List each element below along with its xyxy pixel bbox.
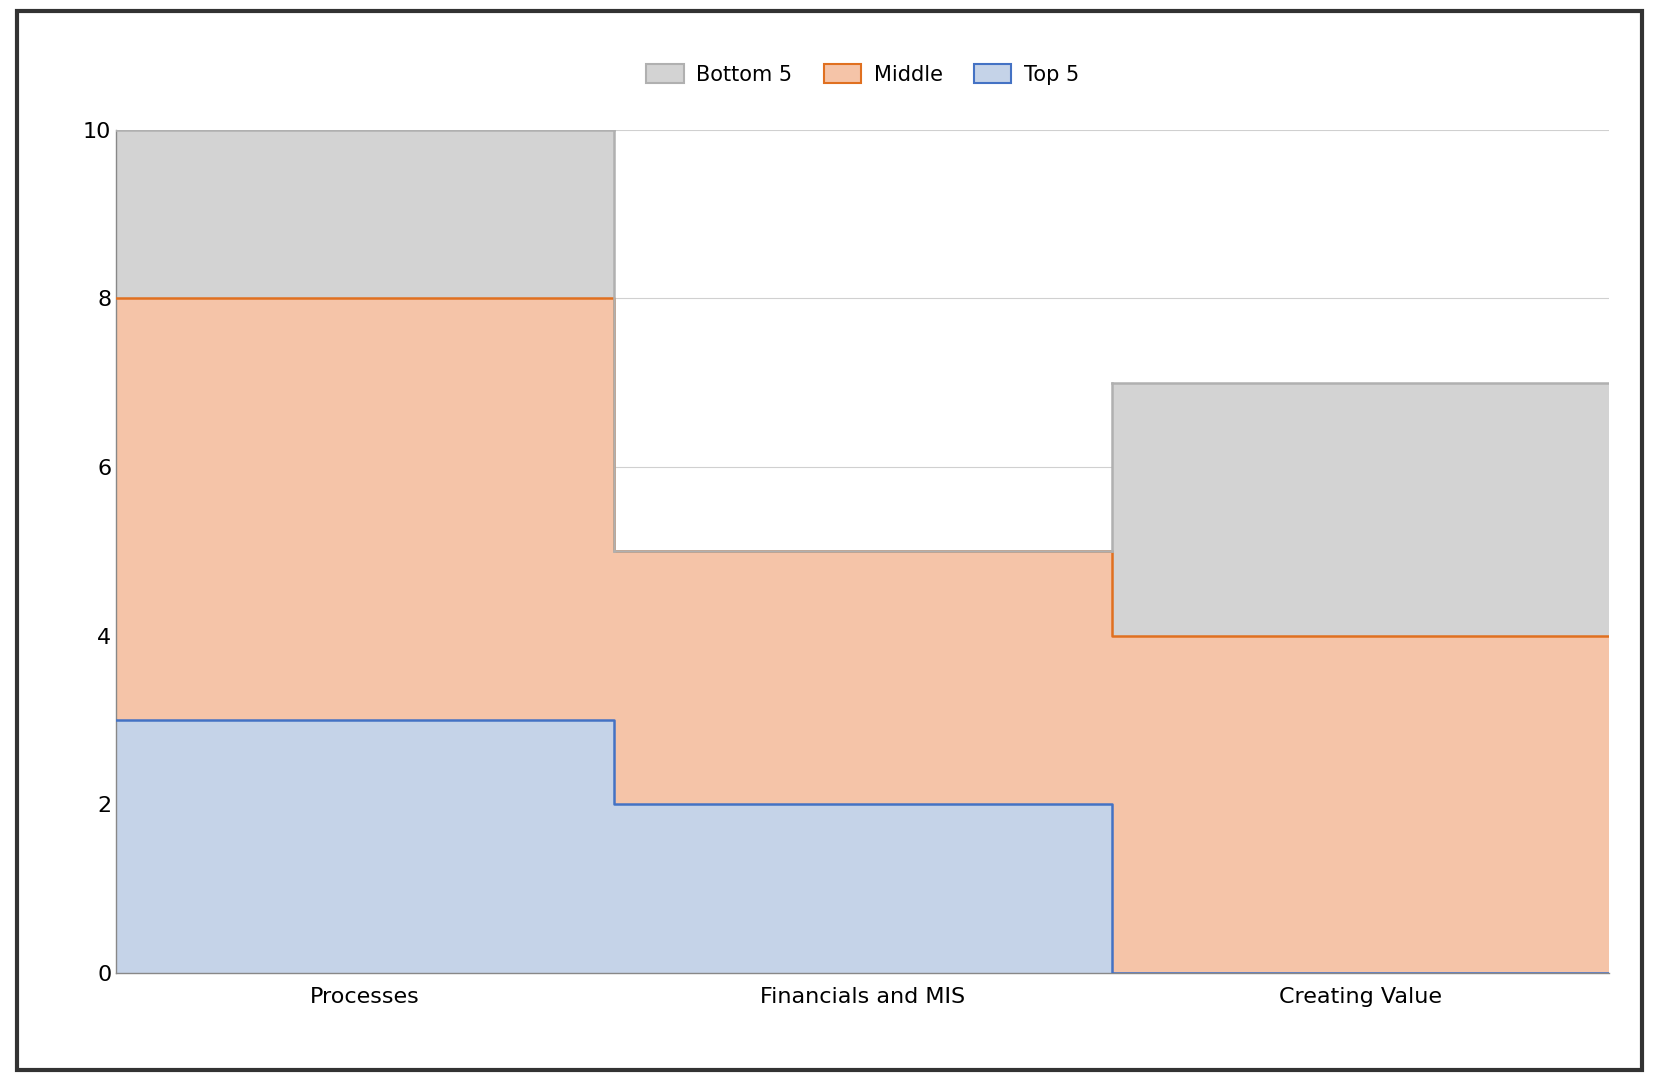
Legend: Bottom 5, Middle, Top 5: Bottom 5, Middle, Top 5	[639, 56, 1087, 93]
